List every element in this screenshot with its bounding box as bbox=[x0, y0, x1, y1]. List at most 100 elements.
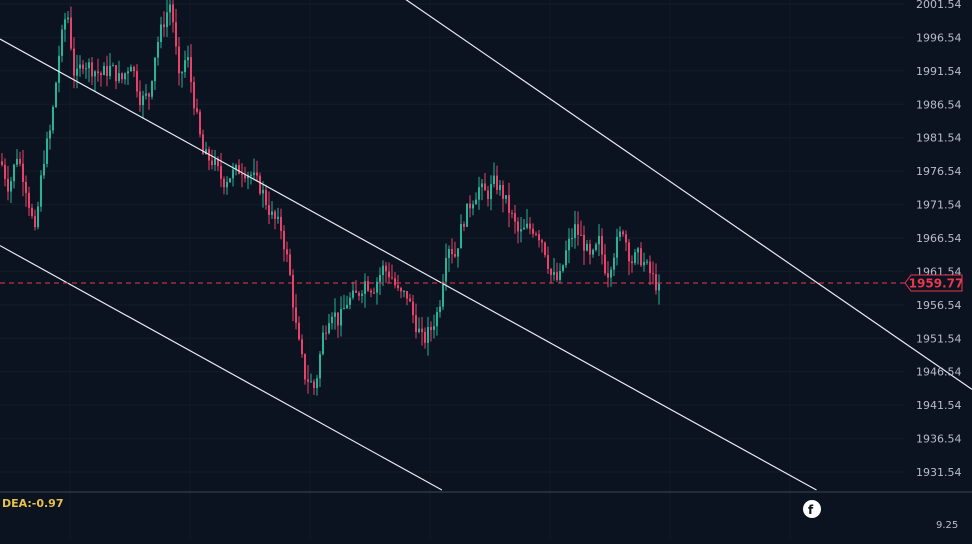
candle-body bbox=[277, 216, 279, 219]
candle-body bbox=[466, 203, 468, 227]
candle-body bbox=[652, 273, 654, 275]
candle-body bbox=[43, 163, 45, 176]
candle-body bbox=[199, 111, 201, 135]
y-tick-label: 1976.54 bbox=[916, 165, 962, 178]
candles bbox=[1, 0, 660, 396]
y-tick-label: 1936.54 bbox=[916, 433, 962, 446]
candle-body bbox=[334, 312, 336, 317]
candle-body bbox=[514, 213, 516, 222]
candle-body bbox=[604, 254, 606, 274]
candle-body bbox=[601, 236, 603, 255]
candle-body bbox=[307, 379, 309, 382]
candle-body bbox=[124, 73, 126, 80]
candle-body bbox=[400, 288, 402, 292]
candle-body bbox=[286, 249, 288, 255]
candle-body bbox=[385, 265, 387, 272]
candle-body bbox=[583, 234, 585, 251]
candle-body bbox=[541, 240, 543, 243]
candle-body bbox=[496, 175, 498, 190]
candle-body bbox=[622, 231, 624, 235]
candle-body bbox=[340, 308, 342, 326]
indicator-value-label: 9.25 bbox=[936, 520, 958, 531]
candle-body bbox=[430, 327, 432, 330]
candle-body bbox=[100, 73, 102, 75]
candle-body bbox=[427, 327, 429, 343]
candle-body bbox=[349, 297, 351, 305]
candle-body bbox=[373, 292, 375, 294]
candle-body bbox=[529, 223, 531, 229]
candle-body bbox=[28, 192, 30, 208]
candle-body bbox=[160, 24, 162, 43]
candle-body bbox=[313, 381, 315, 388]
candle-body bbox=[19, 158, 21, 164]
candle-body bbox=[508, 195, 510, 213]
candle-body bbox=[493, 175, 495, 184]
candle-body bbox=[475, 199, 477, 205]
candle-body bbox=[469, 203, 471, 209]
candle-body bbox=[139, 91, 141, 106]
candle-body bbox=[22, 163, 24, 182]
channel-line-lower bbox=[0, 245, 443, 491]
candle-body bbox=[523, 227, 525, 230]
candle-body bbox=[37, 206, 39, 228]
candle-body bbox=[223, 178, 225, 188]
candle-body bbox=[145, 93, 147, 96]
candle-body bbox=[301, 339, 303, 355]
candle-body bbox=[382, 265, 384, 276]
candle-body bbox=[55, 82, 57, 108]
candle-body bbox=[256, 172, 258, 176]
candle-body bbox=[364, 281, 366, 294]
candle-body bbox=[85, 68, 87, 70]
candle-body bbox=[607, 273, 609, 278]
candle-body bbox=[46, 138, 48, 164]
candle-body bbox=[79, 64, 81, 69]
y-tick-label: 1946.54 bbox=[916, 366, 962, 379]
candle-body bbox=[112, 65, 114, 67]
candle-body bbox=[421, 328, 423, 332]
weibo-icon bbox=[803, 500, 821, 518]
candle-body bbox=[202, 134, 204, 155]
candle-body bbox=[40, 175, 42, 207]
candle-body bbox=[292, 274, 294, 308]
candle-body bbox=[211, 160, 213, 166]
candle-body bbox=[616, 236, 618, 258]
candle-body bbox=[25, 181, 27, 193]
candle-body bbox=[94, 71, 96, 77]
candle-body bbox=[418, 328, 420, 333]
candle-body bbox=[433, 326, 435, 330]
candle-body bbox=[304, 354, 306, 380]
candle-body bbox=[343, 308, 345, 310]
candle-body bbox=[121, 73, 123, 80]
candle-body bbox=[634, 252, 636, 264]
candle-body bbox=[136, 71, 138, 92]
candle-body bbox=[280, 216, 282, 231]
candle-body bbox=[565, 250, 567, 266]
candle-body bbox=[259, 175, 261, 194]
candle-body bbox=[193, 82, 195, 109]
candle-body bbox=[268, 205, 270, 215]
candle-body bbox=[370, 290, 372, 293]
candle-body bbox=[190, 57, 192, 83]
candle-body bbox=[52, 107, 54, 131]
candle-body bbox=[655, 274, 657, 291]
trend-channel bbox=[0, 0, 972, 491]
candle-body bbox=[481, 183, 483, 188]
candle-body bbox=[70, 17, 72, 49]
channel-line-upper bbox=[405, 0, 972, 390]
candle-body bbox=[310, 381, 312, 383]
candle-body bbox=[571, 238, 573, 240]
candle-body bbox=[517, 221, 519, 232]
candle-body bbox=[379, 275, 381, 282]
svg-text:f: f bbox=[808, 503, 814, 517]
candle-body bbox=[613, 257, 615, 270]
candle-body bbox=[64, 19, 66, 30]
candle-body bbox=[34, 216, 36, 228]
candle-body bbox=[247, 175, 249, 179]
candle-body bbox=[346, 304, 348, 309]
candle-body bbox=[460, 223, 462, 249]
candle-body bbox=[229, 178, 231, 183]
candle-body bbox=[361, 293, 363, 296]
candle-body bbox=[412, 301, 414, 316]
candle-body bbox=[643, 262, 645, 266]
candle-body bbox=[49, 130, 51, 139]
